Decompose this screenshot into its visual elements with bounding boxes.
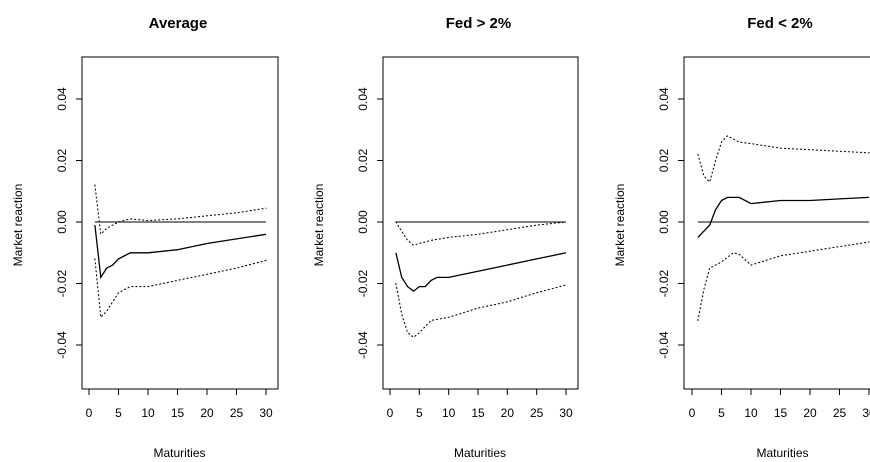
series-upper-band-line bbox=[94, 184, 267, 236]
x-tick-label: 15 bbox=[471, 406, 485, 420]
y-tick-label: 0.00 bbox=[657, 210, 671, 234]
chart-title: Fed > 2% bbox=[446, 15, 511, 32]
y-tick-label: 0.02 bbox=[55, 148, 69, 172]
y-tick-label: 0.04 bbox=[657, 87, 671, 111]
series-lower-band-line bbox=[697, 241, 870, 321]
series-point-estimate-line bbox=[697, 196, 870, 238]
x-tick-label: 20 bbox=[803, 406, 817, 420]
y-tick-label: 0.04 bbox=[55, 87, 69, 111]
y-axis-label: Market reaction bbox=[613, 184, 627, 267]
series-lower-band-line bbox=[94, 258, 267, 319]
x-tick-label: 25 bbox=[530, 406, 544, 420]
y-tick-label: 0.00 bbox=[55, 210, 69, 234]
plot-frame bbox=[382, 56, 579, 390]
x-axis-label: Maturities bbox=[153, 446, 205, 460]
y-tick-label: -0.04 bbox=[657, 331, 671, 359]
y-tick-label: -0.04 bbox=[356, 331, 370, 359]
x-tick-label: 25 bbox=[833, 406, 847, 420]
x-tick-label: 5 bbox=[115, 406, 122, 420]
x-tick-label: 0 bbox=[86, 406, 93, 420]
series-lower-band-line bbox=[395, 282, 567, 338]
y-tick-label: 0.00 bbox=[356, 210, 370, 234]
series-point-estimate-line bbox=[395, 252, 567, 293]
y-tick-label: -0.02 bbox=[356, 270, 370, 298]
x-tick-label: 5 bbox=[718, 406, 725, 420]
series-point-estimate-line bbox=[94, 225, 267, 280]
chart-title: Average bbox=[149, 15, 208, 32]
y-tick-label: -0.04 bbox=[55, 331, 69, 359]
x-tick-label: 0 bbox=[689, 406, 696, 420]
plot-frame bbox=[81, 56, 279, 390]
chart-panel-3: Fed < 2% -0.04 -0.02 0.00 0.02 0.04 0 5 10 15 20 25… bbox=[613, 15, 870, 460]
chart-panel-2: Fed > 2% -0.04 -0.02 0.00 0.02 0.04 0 5 10 15 20 25… bbox=[312, 15, 579, 460]
x-tick-label: 20 bbox=[200, 406, 214, 420]
x-tick-label: 30 bbox=[259, 406, 273, 420]
series-upper-band-line bbox=[395, 221, 567, 246]
y-axis-label: Market reaction bbox=[312, 184, 326, 267]
x-axis-label: Maturities bbox=[454, 446, 506, 460]
plot-frame bbox=[683, 56, 870, 390]
x-tick-label: 10 bbox=[744, 406, 758, 420]
y-tick-label: 0.02 bbox=[356, 148, 370, 172]
x-tick-label: 30 bbox=[862, 406, 870, 420]
y-tick-label: 0.04 bbox=[356, 87, 370, 111]
x-tick-label: 0 bbox=[387, 406, 394, 420]
x-tick-label: 15 bbox=[171, 406, 185, 420]
y-tick-label: -0.02 bbox=[657, 270, 671, 298]
x-tick-label: 10 bbox=[442, 406, 456, 420]
series-upper-band-line bbox=[697, 135, 870, 184]
y-axis-label: Market reaction bbox=[11, 184, 25, 267]
chart-title: Fed < 2% bbox=[747, 15, 812, 32]
x-tick-label: 5 bbox=[416, 406, 423, 420]
x-tick-label: 20 bbox=[501, 406, 515, 420]
x-tick-label: 30 bbox=[559, 406, 573, 420]
y-tick-label: -0.02 bbox=[55, 270, 69, 298]
x-tick-label: 15 bbox=[774, 406, 788, 420]
x-tick-label: 25 bbox=[230, 406, 244, 420]
chart-panel-1: Average -0.04 -0.02 0.00 0.02 0.04 0 5 10 15 20 25 3… bbox=[11, 15, 279, 460]
x-axis-label: Maturities bbox=[756, 446, 808, 460]
y-tick-label: 0.02 bbox=[657, 148, 671, 172]
x-tick-label: 10 bbox=[141, 406, 155, 420]
